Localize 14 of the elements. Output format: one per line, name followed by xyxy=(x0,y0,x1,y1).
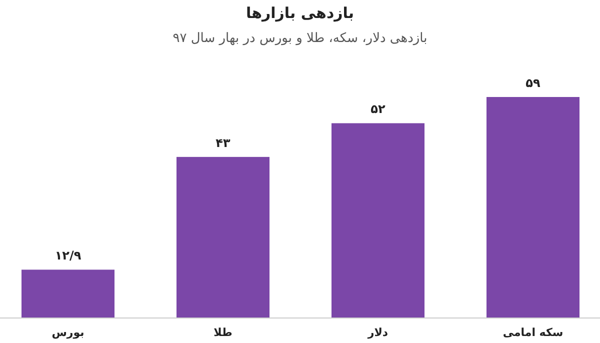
bar xyxy=(22,270,114,318)
data-label: ۵۲ xyxy=(370,102,386,116)
bar xyxy=(486,97,580,318)
data-label: ۴۳ xyxy=(216,136,231,150)
chart-title: بازدهی بازارها xyxy=(246,4,354,22)
x-tick-label: بورس xyxy=(52,326,84,339)
data-label: ۵۹ xyxy=(526,76,541,90)
data-label: ۱۲/۹ xyxy=(54,248,82,263)
x-tick-label: طلا xyxy=(214,326,232,339)
bar xyxy=(176,156,270,318)
chart-subtitle: بازدهی دلار، سکه، طلا و بورس در بهار سال ۹۷ xyxy=(172,31,428,46)
bar xyxy=(332,123,424,318)
x-tick-label: دلار xyxy=(366,326,388,339)
x-tick-label: سکه امامی xyxy=(502,326,564,339)
